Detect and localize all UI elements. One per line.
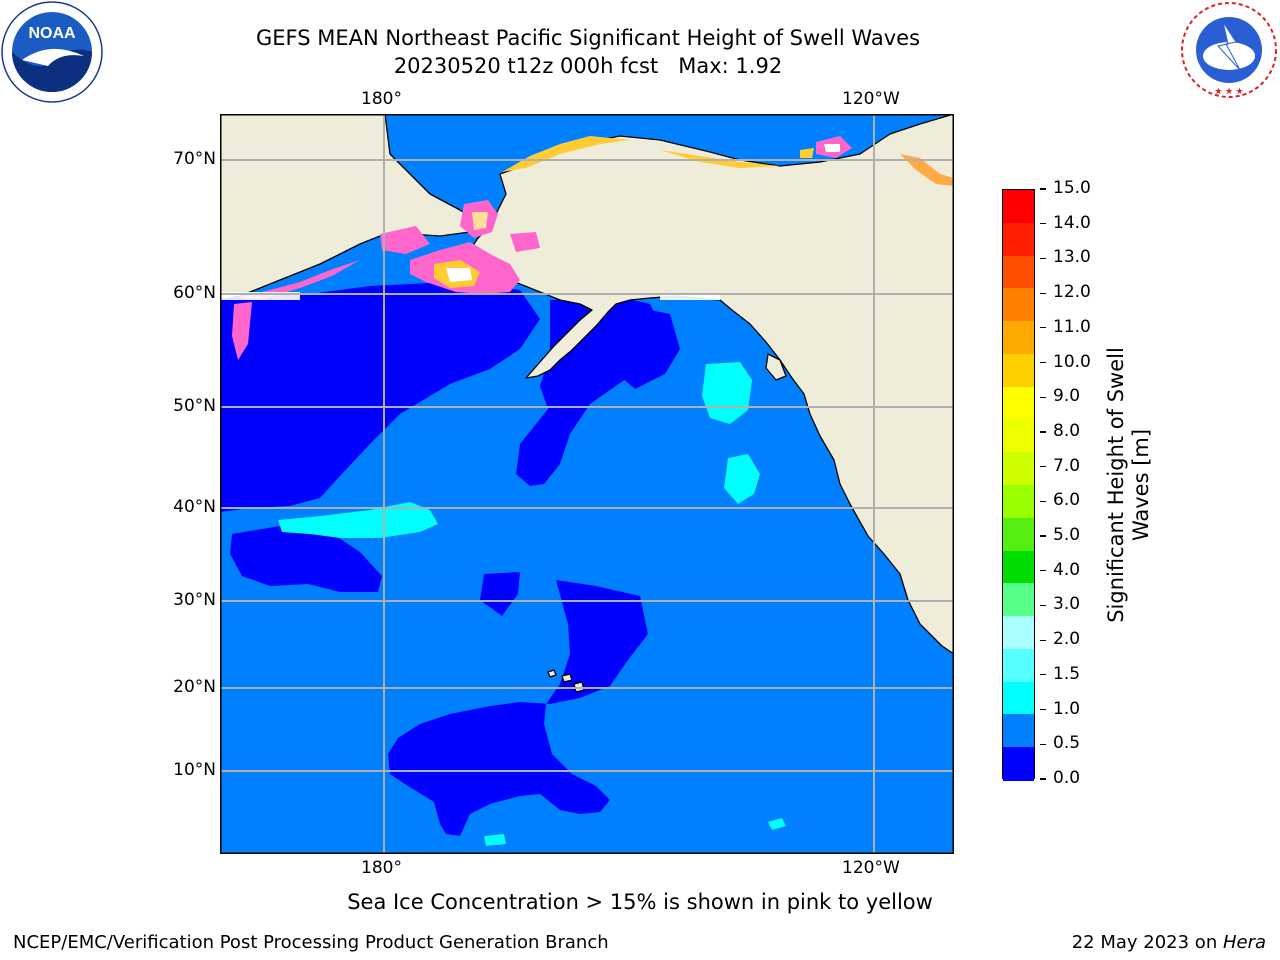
- map-frame: [220, 114, 954, 854]
- colorbar-tick-label: 2.0: [1053, 629, 1081, 650]
- colorbar-tick-label: 1.0: [1053, 698, 1081, 719]
- colorbar-segment: [1003, 222, 1034, 257]
- colorbar-tick-label: 3.0: [1053, 594, 1081, 615]
- colorbar-tick-label: 10.0: [1053, 351, 1091, 372]
- map-panel: [220, 114, 954, 854]
- colorbar-tick-label: 1.5: [1053, 663, 1081, 684]
- colorbar-tick-mark: [1040, 674, 1046, 676]
- date-text: 22 May 2023 on Hera: [1071, 932, 1266, 953]
- colorbar-tick-mark: [1040, 396, 1046, 398]
- bottom-lon-label-120w: 120°W: [842, 858, 900, 878]
- machine-name: Hera: [1222, 932, 1266, 953]
- colorbar-segment: [1003, 681, 1034, 716]
- sea-ice: [232, 136, 954, 360]
- colorbar-segment: [1003, 714, 1034, 748]
- top-lon-label-180: 180°: [361, 89, 402, 109]
- colorbar-segment: [1003, 288, 1034, 322]
- colorbar-tick-mark: [1040, 570, 1046, 572]
- colorbar-tick-label: 7.0: [1053, 455, 1081, 476]
- max-value: Max: 1.92: [678, 54, 783, 78]
- colorbar-tick-label: 6.0: [1053, 490, 1081, 511]
- graticule: [220, 114, 954, 854]
- colorbar-segment: [1003, 583, 1034, 617]
- colorbar-segment: [1003, 255, 1034, 289]
- colorbar-tick-label: 9.0: [1053, 386, 1081, 407]
- colorbar-segment: [1003, 321, 1034, 355]
- lat-label-30n: 30°N: [173, 590, 216, 610]
- colorbar-tick-mark: [1040, 257, 1046, 259]
- svg-text:NOAA: NOAA: [28, 25, 76, 42]
- colorbar-segment: [1003, 190, 1034, 224]
- colorbar-tick-mark: [1040, 500, 1046, 502]
- colorbar-tick-mark: [1040, 292, 1046, 294]
- colorbar-tick-mark: [1040, 223, 1046, 225]
- colorbar-segment: [1003, 517, 1034, 552]
- colorbar-tick-label: 4.0: [1053, 559, 1081, 580]
- colorbar-tick-mark: [1040, 361, 1046, 364]
- colorbar-tick-label: 11.0: [1053, 316, 1091, 337]
- lat-label-70n: 70°N: [173, 149, 216, 169]
- colorbar-segment: [1003, 616, 1034, 650]
- nws-logo: ★ ★ ★: [1181, 2, 1277, 98]
- chart-subtitle: 20230520 t12z 000h fcst Max: 1.92: [0, 54, 1176, 78]
- colorbar-segment: [1003, 550, 1034, 584]
- colorbar-tick-mark: [1040, 431, 1046, 433]
- colorbar-tick-mark: [1040, 743, 1046, 745]
- top-lon-label-120w: 120°W: [842, 89, 900, 109]
- colorbar-tick-label: 15.0: [1053, 178, 1091, 198]
- colorbar-segment: [1003, 485, 1034, 519]
- colorbar-title: Significant Height of Swell Waves [m]: [1104, 347, 1153, 623]
- colorbar: [1002, 189, 1035, 781]
- colorbar-tick-mark: [1040, 327, 1046, 329]
- colorbar-tick-label: 8.0: [1053, 420, 1081, 441]
- chart-title: GEFS MEAN Northeast Pacific Significant …: [255, 26, 921, 50]
- noaa-logo: NOAA: [1, 1, 103, 103]
- colorbar-tick-mark: [1040, 708, 1046, 711]
- colorbar-tick-label: 12.0: [1053, 282, 1091, 303]
- lat-label-60n: 60°N: [173, 283, 216, 303]
- colorbar-tick-label: 5.0: [1053, 525, 1081, 546]
- colorbar-tick-mark: [1040, 604, 1046, 607]
- colorbar-tick-label: 14.0: [1053, 212, 1091, 233]
- bottom-lon-label-180: 180°: [361, 858, 402, 878]
- colorbar-tick-label: 13.0: [1053, 247, 1091, 268]
- swell-high-regions: [278, 362, 786, 846]
- colorbar-tick-mark: [1040, 639, 1046, 641]
- lat-label-10n: 10°N: [173, 760, 216, 780]
- colorbar-segment: [1003, 747, 1034, 781]
- colorbar-tick-label: 0.0: [1053, 768, 1081, 788]
- forecast-cycle: 20230520 t12z 000h fcst: [393, 54, 659, 78]
- colorbar-segment: [1003, 386, 1034, 421]
- colorbar-segment: [1003, 648, 1034, 683]
- credit-text: NCEP/EMC/Verification Post Processing Pr…: [13, 932, 609, 953]
- colorbar-tick-label: 0.5: [1053, 733, 1081, 754]
- colorbar-segment: [1003, 419, 1034, 453]
- colorbar-tick-mark: [1040, 778, 1046, 780]
- lat-label-20n: 20°N: [173, 677, 216, 697]
- svg-text:★ ★ ★: ★ ★ ★: [1214, 86, 1243, 96]
- colorbar-tick-mark: [1040, 535, 1046, 537]
- colorbar-tick-mark: [1040, 466, 1046, 468]
- colorbar-segment: [1003, 353, 1034, 388]
- lat-label-50n: 50°N: [173, 396, 216, 416]
- lat-label-40n: 40°N: [173, 497, 216, 517]
- colorbar-tick-mark: [1040, 188, 1046, 190]
- sea-ice-note: Sea Ice Concentration > 15% is shown in …: [347, 890, 933, 914]
- colorbar-segment: [1003, 452, 1034, 486]
